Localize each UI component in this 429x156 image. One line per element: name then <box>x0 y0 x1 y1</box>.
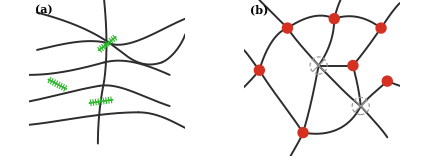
Circle shape <box>348 61 358 71</box>
Circle shape <box>254 65 264 75</box>
Circle shape <box>329 14 339 24</box>
Circle shape <box>282 23 293 33</box>
Text: (b): (b) <box>250 5 268 16</box>
Circle shape <box>376 23 386 33</box>
Text: (a): (a) <box>36 5 53 16</box>
Circle shape <box>298 128 308 138</box>
Circle shape <box>382 76 392 86</box>
